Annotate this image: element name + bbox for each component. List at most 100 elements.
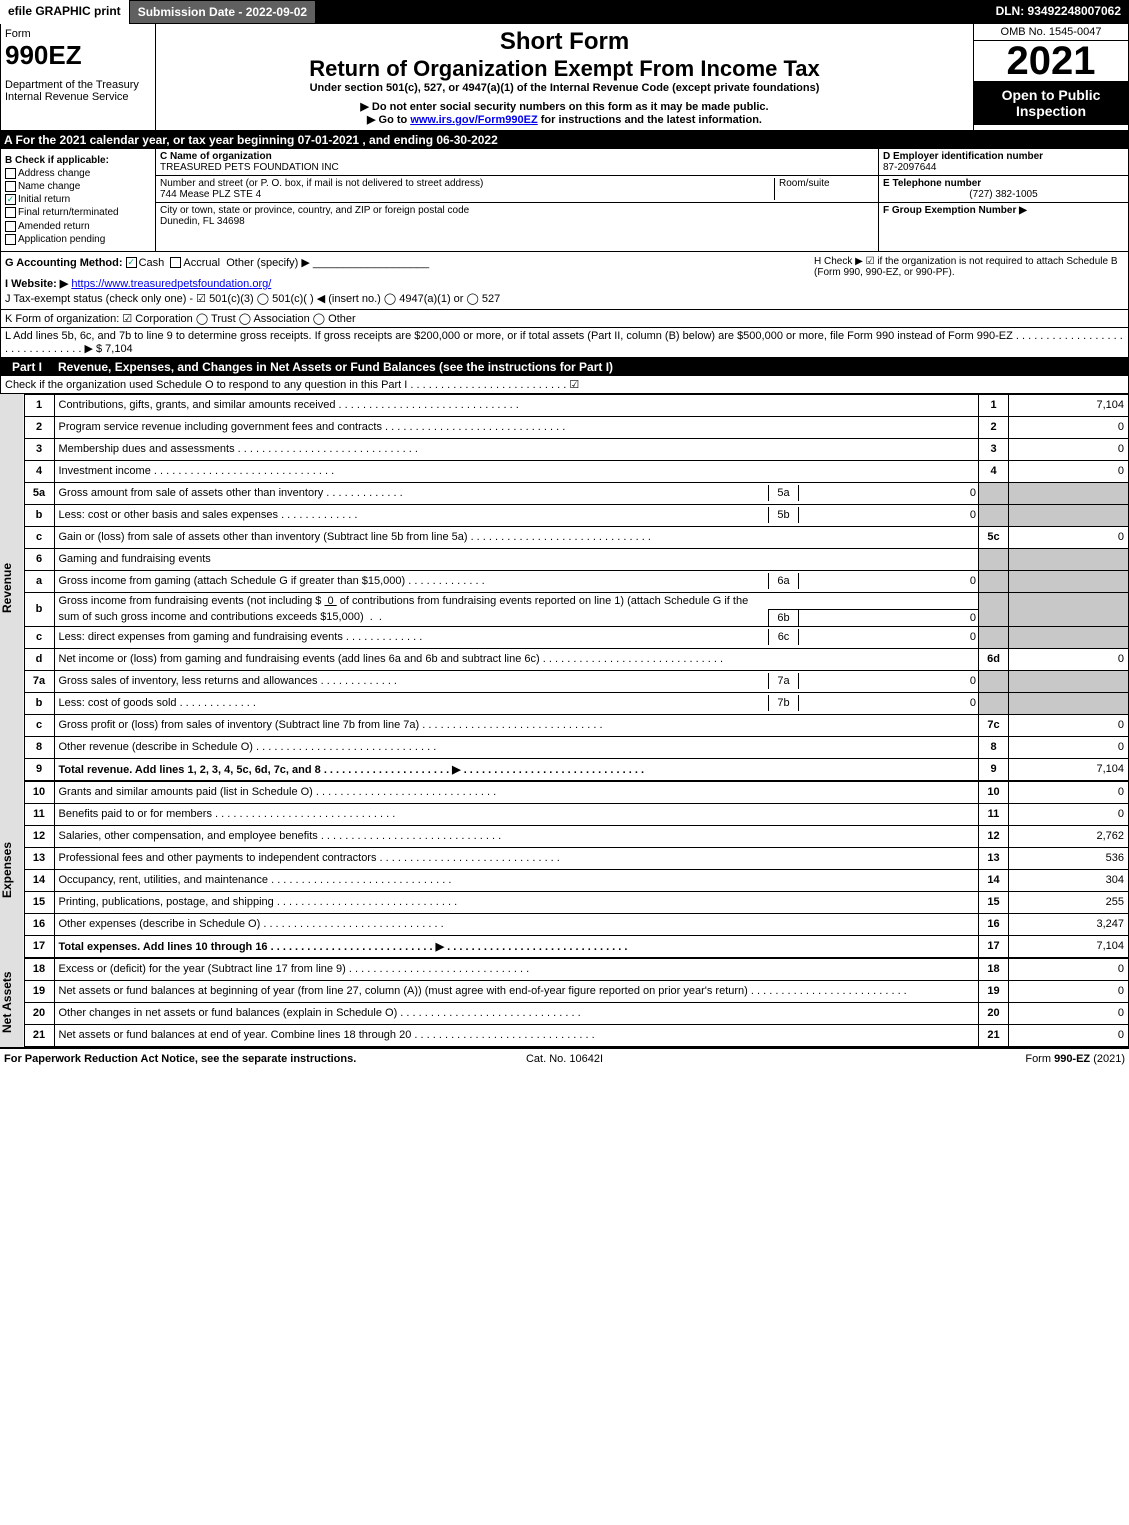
h-text: H Check ▶ ☑ if the organization is not r… <box>814 256 1124 305</box>
line-row: a Gross income from gaming (attach Sched… <box>24 570 1129 592</box>
b-checkbox-item: Amended return <box>5 221 151 232</box>
checkbox[interactable] <box>5 221 16 232</box>
line-number: 5a <box>24 482 54 504</box>
instruction-1: ▶ Do not enter social security numbers o… <box>160 100 969 113</box>
line-row: 1 Contributions, gifts, grants, and simi… <box>24 394 1129 416</box>
e-label: E Telephone number <box>883 178 1124 189</box>
line-ref: 15 <box>979 891 1009 913</box>
line-description: Contributions, gifts, grants, and simila… <box>54 394 979 416</box>
line-ref: 20 <box>979 1002 1009 1024</box>
line-row: 14 Occupancy, rent, utilities, and maint… <box>24 869 1129 891</box>
line-description: Membership dues and assessments . . . . … <box>54 438 979 460</box>
line-ref: 17 <box>979 935 1009 957</box>
line-description: Other expenses (describe in Schedule O) … <box>54 913 979 935</box>
line-ref <box>979 692 1009 714</box>
checkbox[interactable] <box>5 181 16 192</box>
line-number: c <box>24 626 54 648</box>
line-row: c Less: direct expenses from gaming and … <box>24 626 1129 648</box>
sub-amount: 0 <box>798 695 978 711</box>
line-description: Excess or (deficit) for the year (Subtra… <box>54 958 979 980</box>
j-label: J Tax-exempt status (check only one) - ☑… <box>5 293 500 305</box>
line-row: 13 Professional fees and other payments … <box>24 847 1129 869</box>
line-number: 20 <box>24 1002 54 1024</box>
sub-amount: 0 <box>798 485 978 501</box>
line-ref: 3 <box>979 438 1009 460</box>
checkbox[interactable] <box>5 234 16 245</box>
checkbox-label: Application pending <box>18 234 105 245</box>
section-c: C Name of organization TREASURED PETS FO… <box>156 149 878 251</box>
line-description: Investment income . . . . . . . . . . . … <box>54 460 979 482</box>
org-name: TREASURED PETS FOUNDATION INC <box>160 162 339 173</box>
cash-checkbox[interactable] <box>126 257 137 268</box>
line-amount: 0 <box>1009 648 1129 670</box>
line-row: 12 Salaries, other compensation, and emp… <box>24 825 1129 847</box>
sub-label: 7b <box>768 695 798 711</box>
checkbox-label: Amended return <box>18 221 90 232</box>
line-description: Net assets or fund balances at end of ye… <box>54 1024 979 1046</box>
line-description-wrap: Less: cost of goods sold . . . . . . . .… <box>54 692 979 714</box>
cash-label: Cash <box>139 257 165 269</box>
line-number: 13 <box>24 847 54 869</box>
checkbox-label: Final return/terminated <box>18 208 119 219</box>
part-i-label: Part I <box>4 360 50 374</box>
irs-link[interactable]: www.irs.gov/Form990EZ <box>410 114 537 126</box>
line-amount <box>1009 504 1129 526</box>
checkbox-label: Address change <box>18 168 90 179</box>
line-row: c Gross profit or (loss) from sales of i… <box>24 714 1129 736</box>
line-amount: 0 <box>1009 803 1129 825</box>
line-description-wrap: Less: direct expenses from gaming and fu… <box>54 626 979 648</box>
line-amount: 0 <box>1009 1024 1129 1046</box>
line-description: Salaries, other compensation, and employ… <box>54 825 979 847</box>
dept-label: Department of the Treasury Internal Reve… <box>5 79 151 103</box>
efile-label[interactable]: efile GRAPHIC print <box>0 0 129 24</box>
form-number: 990EZ <box>5 40 151 71</box>
line-description: Other revenue (describe in Schedule O) .… <box>54 736 979 758</box>
line-amount: 0 <box>1009 736 1129 758</box>
line-number: 6 <box>24 548 54 570</box>
room-label: Room/suite <box>779 178 830 189</box>
sub-amount: 0 <box>798 507 978 523</box>
line-ref: 13 <box>979 847 1009 869</box>
line-number: 17 <box>24 935 54 957</box>
sub-label: 7a <box>768 673 798 689</box>
line-ref: 16 <box>979 913 1009 935</box>
line-number: 11 <box>24 803 54 825</box>
line-row: c Gain or (loss) from sale of assets oth… <box>24 526 1129 548</box>
checkbox-label: Name change <box>18 181 80 192</box>
line-description: Gaming and fundraising events <box>54 548 979 570</box>
sub-label: 5a <box>768 485 798 501</box>
checkbox[interactable] <box>5 194 16 205</box>
line-amount: 0 <box>1009 416 1129 438</box>
line-row: b Less: cost or other basis and sales ex… <box>24 504 1129 526</box>
checkbox[interactable] <box>5 168 16 179</box>
accrual-checkbox[interactable] <box>170 257 181 268</box>
line-ref: 7c <box>979 714 1009 736</box>
section-b: B Check if applicable: Address changeNam… <box>1 149 156 251</box>
sub-amount: 0 <box>798 573 978 589</box>
line-amount <box>1009 626 1129 648</box>
line-amount <box>1009 482 1129 504</box>
line-description: Occupancy, rent, utilities, and maintena… <box>54 869 979 891</box>
accrual-label: Accrual <box>183 257 220 269</box>
website-link[interactable]: https://www.treasuredpetsfoundation.org/ <box>71 278 271 290</box>
line-amount <box>1009 570 1129 592</box>
line-amount: 7,104 <box>1009 758 1129 780</box>
instruction-2: ▶ Go to www.irs.gov/Form990EZ for instru… <box>160 113 969 126</box>
line-amount: 0 <box>1009 438 1129 460</box>
line-number: a <box>24 570 54 592</box>
checkbox[interactable] <box>5 207 16 218</box>
line-description: Professional fees and other payments to … <box>54 847 979 869</box>
other-label: Other (specify) ▶ <box>226 257 310 269</box>
line-row: 16 Other expenses (describe in Schedule … <box>24 913 1129 935</box>
i-label: I Website: ▶ <box>5 278 68 290</box>
line-description: Gross profit or (loss) from sales of inv… <box>54 714 979 736</box>
line-row: b Less: cost of goods sold . . . . . . .… <box>24 692 1129 714</box>
tax-year: 2021 <box>974 41 1128 81</box>
line-description: Other changes in net assets or fund bala… <box>54 1002 979 1024</box>
line-description: Total expenses. Add lines 10 through 16 … <box>54 935 979 957</box>
line-ref: 14 <box>979 869 1009 891</box>
line-row: 9 Total revenue. Add lines 1, 2, 3, 4, 5… <box>24 758 1129 780</box>
line-amount <box>1009 692 1129 714</box>
g-label: G Accounting Method: <box>5 257 123 269</box>
row-l: L Add lines 5b, 6c, and 7b to line 9 to … <box>0 328 1129 358</box>
